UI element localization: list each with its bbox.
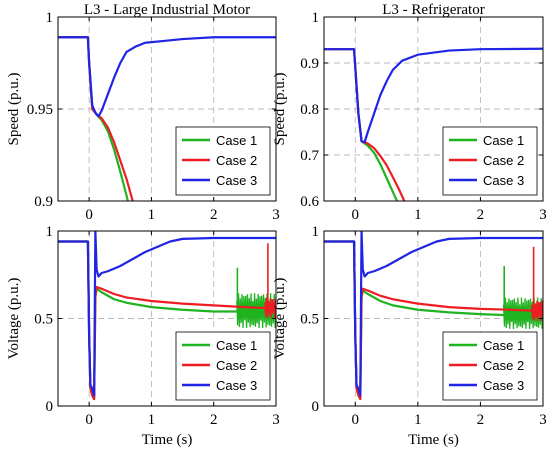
y-tick-label: 0.9 <box>34 194 53 210</box>
y-axis-label: Speed (p.u.) <box>272 73 288 146</box>
legend: Case 1 Case 2 Case 3 <box>175 126 271 196</box>
y-tick-label: 0 <box>312 399 320 415</box>
y-tick-label: 1 <box>312 10 320 26</box>
y-tick-label: 0.8 <box>300 102 319 118</box>
x-tick-label: 2 <box>210 412 218 428</box>
legend-label: Case 3 <box>483 378 524 393</box>
legend-label: Case 3 <box>216 173 257 188</box>
oscillation-band-case-2 <box>264 297 276 319</box>
y-tick-label: 0 <box>46 399 54 415</box>
y-axis-label: Speed (p.u.) <box>6 73 22 146</box>
legend-box <box>442 331 538 401</box>
series-group <box>324 231 543 401</box>
series-group <box>58 36 276 201</box>
legend: Case 1 Case 2 Case 3 <box>442 126 538 196</box>
x-tick-label: 2 <box>477 207 485 223</box>
y-axis-label: Voltage (p.u.) <box>6 278 22 360</box>
series-line-case-3 <box>324 231 543 397</box>
y-tick-label: 0.5 <box>300 312 319 328</box>
series-line-case-3 <box>58 231 276 397</box>
legend-label: Case 1 <box>483 338 524 353</box>
x-tick-label: 0 <box>85 412 93 428</box>
legend-label: Case 2 <box>216 153 257 168</box>
x-tick-label: 1 <box>414 207 422 223</box>
y-tick-label: 1 <box>46 10 54 26</box>
legend-label: Case 1 <box>483 133 524 148</box>
x-axis-label: Time (s) <box>408 432 459 448</box>
x-tick-label: 1 <box>414 412 422 428</box>
y-tick-label: 0.5 <box>34 312 53 328</box>
legend: Case 1 Case 2 Case 3 <box>175 331 271 401</box>
x-tick-label: 3 <box>272 207 280 223</box>
series-group <box>58 231 276 401</box>
chart-title: L3 - Refrigerator <box>382 2 484 18</box>
chart-panel-1: 0 1 2 3 0.9 0.95 1 L3 - Large Industrial Motor S… <box>6 2 280 223</box>
oscillation-band-case-1 <box>502 297 543 329</box>
chart-title: L3 - Large Industrial Motor <box>84 2 250 18</box>
x-tick-label: 3 <box>272 412 280 428</box>
y-tick-label: 0.9 <box>300 56 319 72</box>
x-tick-label: 0 <box>352 412 360 428</box>
legend-label: Case 1 <box>216 133 257 148</box>
x-axis-label: Time (s) <box>142 432 193 448</box>
x-tick-label: 3 <box>539 412 547 428</box>
x-tick-label: 1 <box>148 207 156 223</box>
legend-label: Case 3 <box>216 378 257 393</box>
series-group <box>324 47 543 201</box>
y-tick-label: 0.95 <box>27 102 53 118</box>
x-tick-label: 0 <box>352 207 360 223</box>
y-axis-label: Voltage (p.u.) <box>272 278 288 360</box>
x-tick-label: 0 <box>85 207 93 223</box>
y-tick-label: 0.6 <box>300 194 319 210</box>
legend-label: Case 2 <box>483 153 524 168</box>
series-line-case-3 <box>324 47 543 144</box>
legend: Case 1 Case 2 Case 3 <box>442 331 538 401</box>
legend-label: Case 3 <box>483 173 524 188</box>
legend-label: Case 1 <box>216 338 257 353</box>
y-tick-label: 1 <box>46 224 54 240</box>
y-tick-label: 0.7 <box>300 148 319 164</box>
x-tick-label: 2 <box>210 207 218 223</box>
legend-label: Case 2 <box>483 358 524 373</box>
series-line-case-3 <box>58 36 276 118</box>
legend-label: Case 2 <box>216 358 257 373</box>
x-tick-label: 1 <box>148 412 156 428</box>
x-tick-label: 3 <box>539 207 547 223</box>
x-tick-label: 2 <box>477 412 485 428</box>
y-tick-label: 1 <box>312 224 320 240</box>
oscillation-band-case-1 <box>236 293 276 329</box>
chart-panel-2: 0 1 2 3 0.6 0.7 0.8 0.9 1 L3 - Refrigerator Speed … <box>272 2 547 223</box>
